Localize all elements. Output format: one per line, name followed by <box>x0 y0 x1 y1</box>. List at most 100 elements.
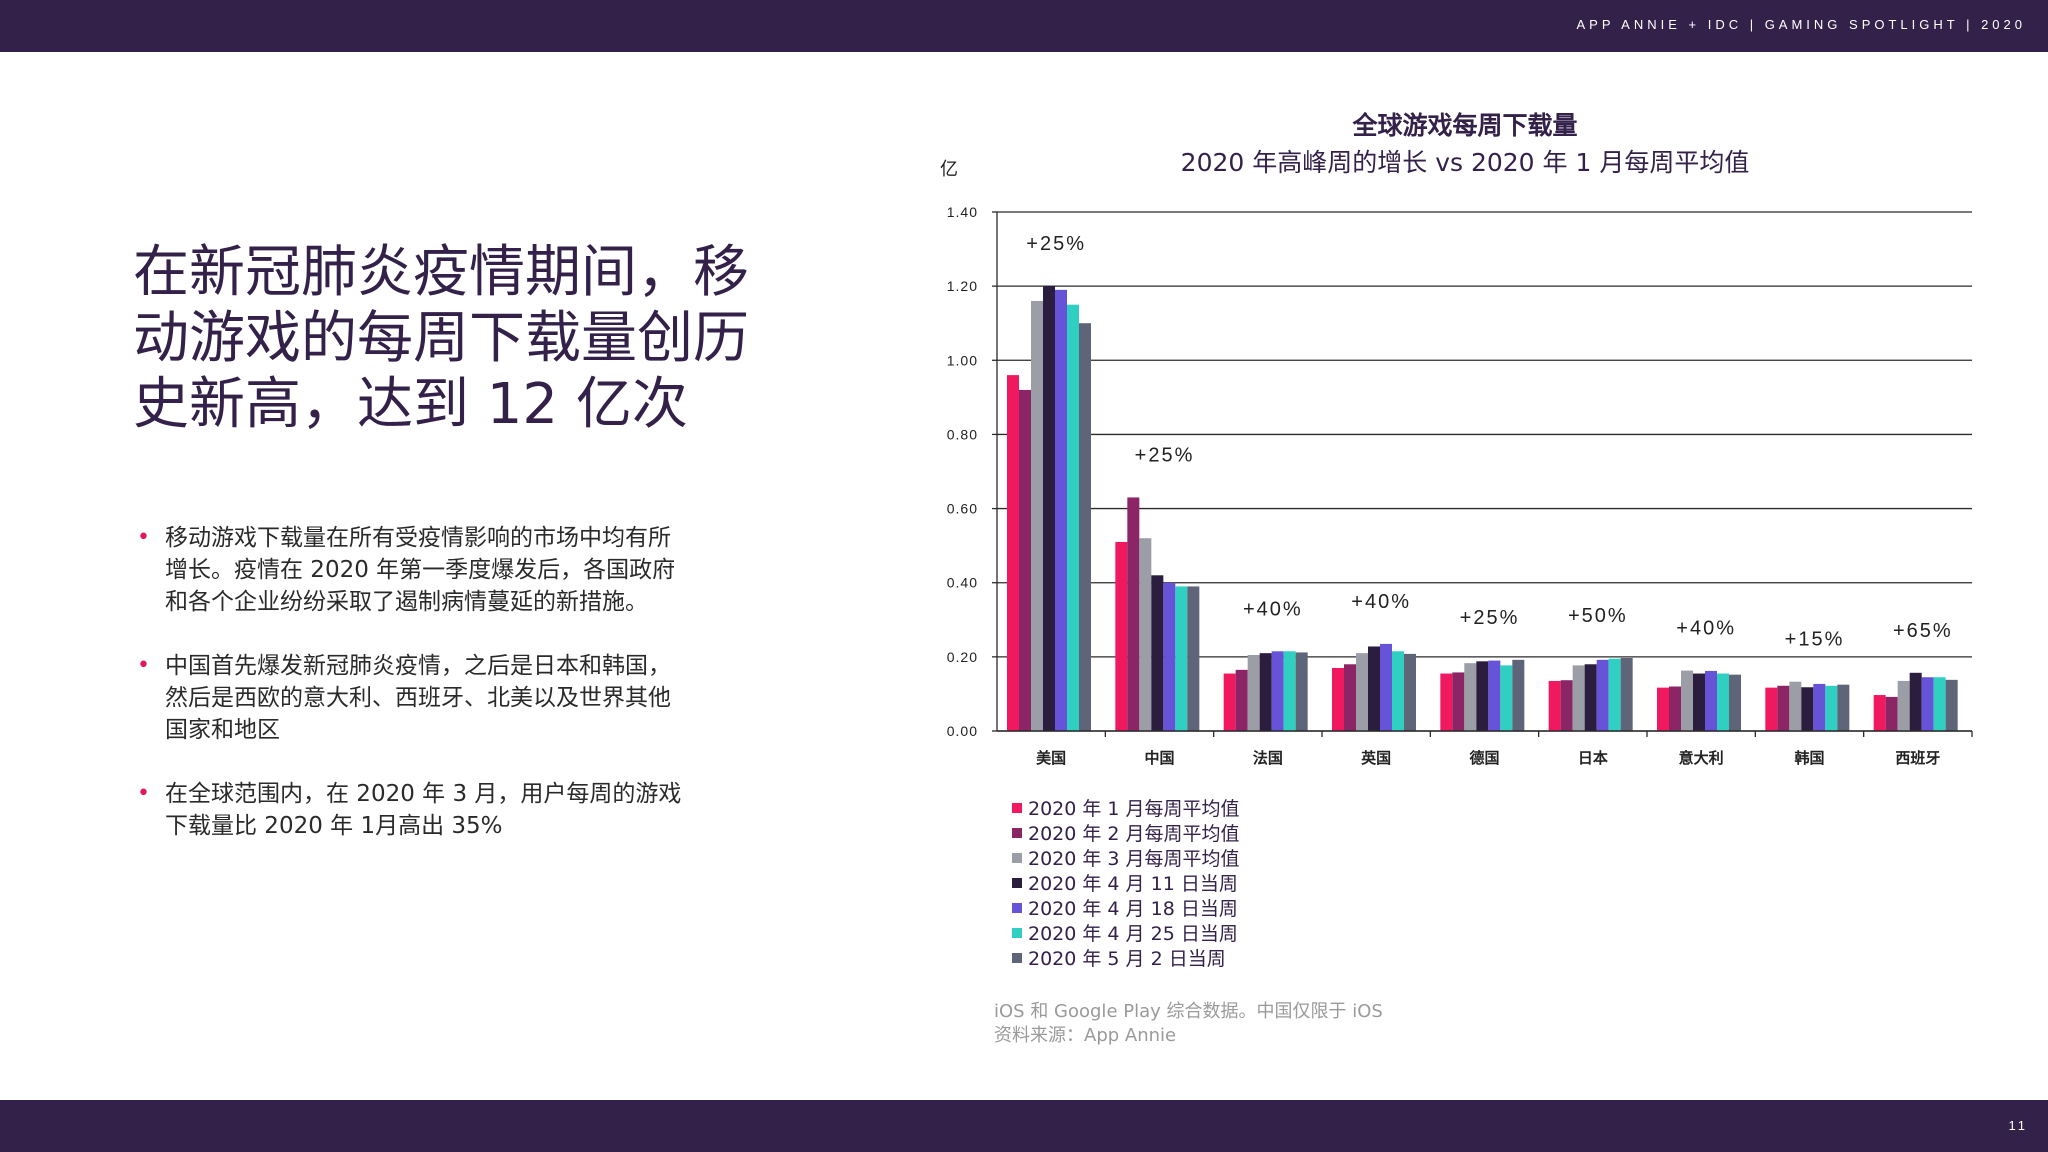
bar <box>1247 655 1260 731</box>
growth-annotation: +40% <box>1676 618 1736 640</box>
bullet-marker: • <box>137 653 150 678</box>
legend-label: 2020 年 2 月每周平均值 <box>1028 823 1240 845</box>
growth-annotation: +40% <box>1243 598 1303 620</box>
bar <box>1825 685 1838 731</box>
bullet-list: • 移动游戏下载量在所有受疫情影响的市场中均有所 增长。疫情在 2020 年第一… <box>135 522 735 874</box>
legend-label: 2020 年 1 月每周平均值 <box>1028 798 1240 820</box>
legend-swatch <box>1012 802 1022 813</box>
bullet-marker: • <box>137 781 150 806</box>
legend-swatch <box>1012 902 1022 913</box>
footnote: iOS 和 Google Play 综合数据。中国仅限于 iOS 资料来源：Ap… <box>994 1000 1383 1048</box>
bar <box>1380 643 1392 731</box>
bar <box>1476 661 1489 731</box>
x-tick-label: 韩国 <box>1794 749 1824 767</box>
bar <box>1368 646 1380 731</box>
y-tick-label: 0.40 <box>947 575 978 591</box>
bar <box>1717 673 1729 731</box>
footnote-data-note: iOS 和 Google Play 综合数据。中国仅限于 iOS <box>994 1001 1383 1022</box>
bar <box>1897 680 1910 731</box>
legend-swatch <box>1012 877 1022 888</box>
bar <box>1019 389 1031 731</box>
bar <box>1464 663 1477 731</box>
y-tick-label: 0.20 <box>947 649 978 665</box>
growth-annotation: +65% <box>1893 620 1953 642</box>
bar <box>1657 687 1669 731</box>
bar <box>1067 304 1079 731</box>
bar <box>1873 695 1886 731</box>
legend-item: 2020 年 3 月每周平均值 <box>1012 845 1240 870</box>
bar <box>1187 586 1200 731</box>
bar <box>1837 684 1850 731</box>
bar <box>1608 658 1621 731</box>
bullet-marker: • <box>137 525 150 550</box>
bar <box>1885 696 1898 731</box>
bar <box>1259 653 1272 731</box>
bar <box>1669 686 1681 731</box>
bar <box>1344 664 1356 731</box>
legend-swatch <box>1012 852 1022 863</box>
page-number: 11 <box>2008 1118 2028 1133</box>
chart-legend: 2020 年 1 月每周平均值 2020 年 2 月每周平均值 2020 年 3 月… <box>1012 795 1240 970</box>
bar <box>1392 651 1404 731</box>
growth-annotation: +25% <box>1135 444 1195 466</box>
bar <box>1079 323 1091 731</box>
bullet-item: • 移动游戏下载量在所有受疫情影响的市场中均有所 增长。疫情在 2020 年第一… <box>135 522 735 618</box>
bullet-text: 在全球范围内，在 2020 年 3 月，用户每周的游戏 下载量比 2020 年 … <box>165 781 682 839</box>
bar <box>1921 677 1934 731</box>
bar <box>1007 375 1019 731</box>
y-tick-label: 0.80 <box>947 426 978 442</box>
legend-swatch <box>1012 827 1022 838</box>
headline: 在新冠肺炎疫情期间，移动游戏的每周下载量创历史新高，达到 12 亿次 <box>133 240 749 437</box>
bar <box>1043 286 1055 731</box>
chart-subtitle: 2020 年高峰周的增长 vs 2020 年 1 月每周平均值 <box>1180 148 1750 177</box>
x-tick-label: 英国 <box>1361 749 1391 767</box>
bar <box>1356 653 1368 731</box>
bar <box>1295 652 1308 731</box>
legend-label: 2020 年 5 月 2 日当周 <box>1028 948 1226 970</box>
header-text: APP ANNIE + IDC | GAMING SPOTLIGHT | 202… <box>1576 17 2026 32</box>
y-tick-label: 1.20 <box>947 278 978 294</box>
bullet-text: 移动游戏下载量在所有受疫情影响的市场中均有所 增长。疫情在 2020 年第一季度… <box>165 525 676 615</box>
bar <box>1693 673 1705 731</box>
bar <box>1933 677 1946 731</box>
legend-swatch <box>1012 927 1022 938</box>
growth-annotation: +25% <box>1026 233 1086 255</box>
bottom-banner: 11 <box>0 1100 2048 1152</box>
bar <box>1729 674 1741 731</box>
growth-annotation: +50% <box>1568 605 1628 627</box>
bar <box>1801 687 1814 731</box>
bar <box>1945 679 1958 731</box>
legend-label: 2020 年 4 月 11 日当周 <box>1028 873 1238 895</box>
x-tick-label: 日本 <box>1578 749 1608 767</box>
bar <box>1235 669 1248 731</box>
legend-item: 2020 年 1 月每周平均值 <box>1012 795 1240 820</box>
bar <box>1115 541 1128 731</box>
bar <box>1452 672 1465 731</box>
y-tick-label: 1.40 <box>947 204 978 220</box>
bar <box>1440 673 1453 731</box>
bar <box>1705 670 1717 731</box>
y-axis-label: 亿 <box>940 159 958 180</box>
bar <box>1163 582 1176 731</box>
bullet-text: 中国首先爆发新冠肺炎疫情，之后是日本和韩国， 然后是西欧的意大利、西班牙、北美以… <box>165 653 671 743</box>
bullet-item: • 中国首先爆发新冠肺炎疫情，之后是日本和韩国， 然后是西欧的意大利、西班牙、北… <box>135 650 735 746</box>
growth-annotation: +25% <box>1460 607 1520 629</box>
legend-item: 2020 年 4 月 11 日当周 <box>1012 870 1240 895</box>
bar <box>1909 672 1922 731</box>
bar <box>1789 681 1802 731</box>
growth-annotation: +15% <box>1785 629 1845 651</box>
bar <box>1055 289 1067 731</box>
bar <box>1584 664 1597 731</box>
legend-item: 2020 年 4 月 25 日当周 <box>1012 920 1240 945</box>
bar <box>1560 680 1573 731</box>
y-tick-label: 1.00 <box>947 352 978 368</box>
chart-title: 全球游戏每周下载量 <box>1352 111 1578 140</box>
bar <box>1512 659 1525 731</box>
bar <box>1548 680 1561 731</box>
x-tick-label: 西班牙 <box>1895 749 1940 767</box>
bar <box>1139 538 1152 731</box>
x-tick-label: 意大利 <box>1679 749 1724 767</box>
bar <box>1572 665 1585 731</box>
legend-item: 2020 年 2 月每周平均值 <box>1012 820 1240 845</box>
